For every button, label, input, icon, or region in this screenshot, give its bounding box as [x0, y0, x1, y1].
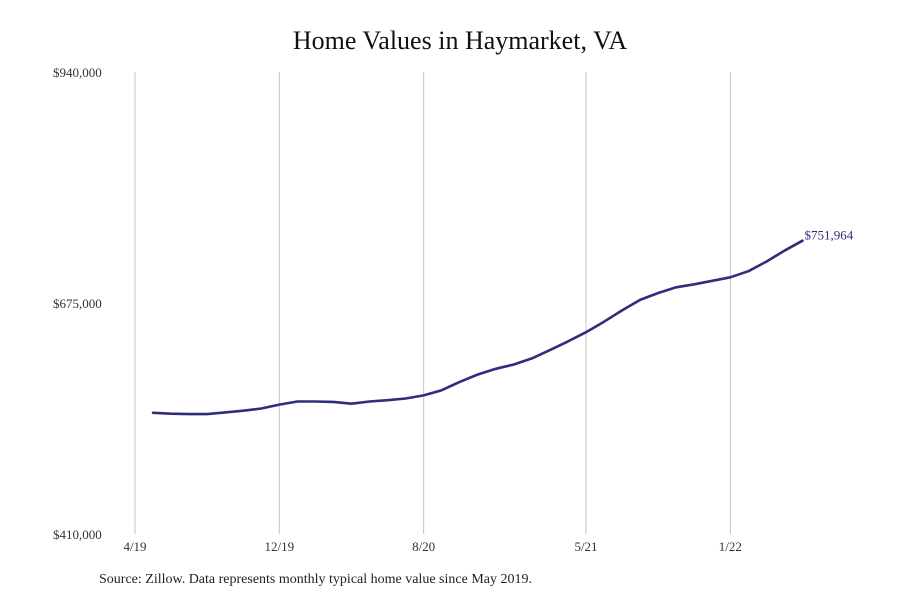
source-note: Source: Zillow. Data represents monthly … — [99, 572, 532, 587]
data-point — [224, 411, 226, 413]
x-tick-label: 12/19 — [265, 539, 295, 554]
data-point — [531, 357, 533, 359]
data-point — [729, 276, 731, 278]
data-point — [747, 270, 749, 272]
data-point — [422, 394, 424, 396]
data-point — [278, 403, 280, 405]
series-line — [151, 239, 804, 416]
data-point — [170, 413, 172, 415]
x-tick-label: 8/20 — [412, 539, 435, 554]
data-point — [296, 400, 298, 402]
x-tick-label: 4/19 — [123, 539, 146, 554]
data-point — [801, 240, 803, 242]
data-point — [639, 299, 641, 301]
y-tick-label: $675,000 — [53, 296, 102, 311]
data-point — [386, 399, 388, 401]
data-point — [783, 250, 785, 252]
data-point — [260, 407, 262, 409]
data-point — [585, 331, 587, 333]
data-point — [603, 321, 605, 323]
data-point — [765, 260, 767, 262]
data-point — [242, 410, 244, 412]
data-point — [621, 309, 623, 311]
data-point — [513, 363, 515, 365]
x-axis: 4/19 12/19 8/20 5/21 1/22 — [123, 539, 741, 554]
data-point — [332, 401, 334, 403]
data-point — [314, 400, 316, 402]
data-point — [711, 280, 713, 282]
data-point — [675, 286, 677, 288]
data-point — [188, 413, 190, 415]
chart-title: Home Values in Haymarket, VA — [292, 26, 628, 55]
data-point — [657, 292, 659, 294]
series-layer: $751,964 — [151, 228, 854, 416]
data-point — [206, 413, 208, 415]
data-point — [567, 340, 569, 342]
x-tick-label: 5/21 — [574, 539, 597, 554]
end-value-label: $751,964 — [804, 228, 853, 243]
x-tick-label: 1/22 — [719, 539, 742, 554]
data-point — [350, 403, 352, 405]
data-point — [404, 397, 406, 399]
data-point — [459, 381, 461, 383]
y-tick-label: $410,000 — [53, 527, 102, 542]
data-point — [477, 373, 479, 375]
data-point — [549, 349, 551, 351]
data-point — [441, 389, 443, 391]
y-tick-label: $940,000 — [53, 65, 102, 80]
y-axis: $410,000 $675,000 $940,000 — [53, 65, 102, 542]
gridlines — [134, 72, 731, 534]
data-point — [495, 368, 497, 370]
data-point — [152, 412, 154, 414]
data-point — [368, 400, 370, 402]
data-point — [693, 283, 695, 285]
